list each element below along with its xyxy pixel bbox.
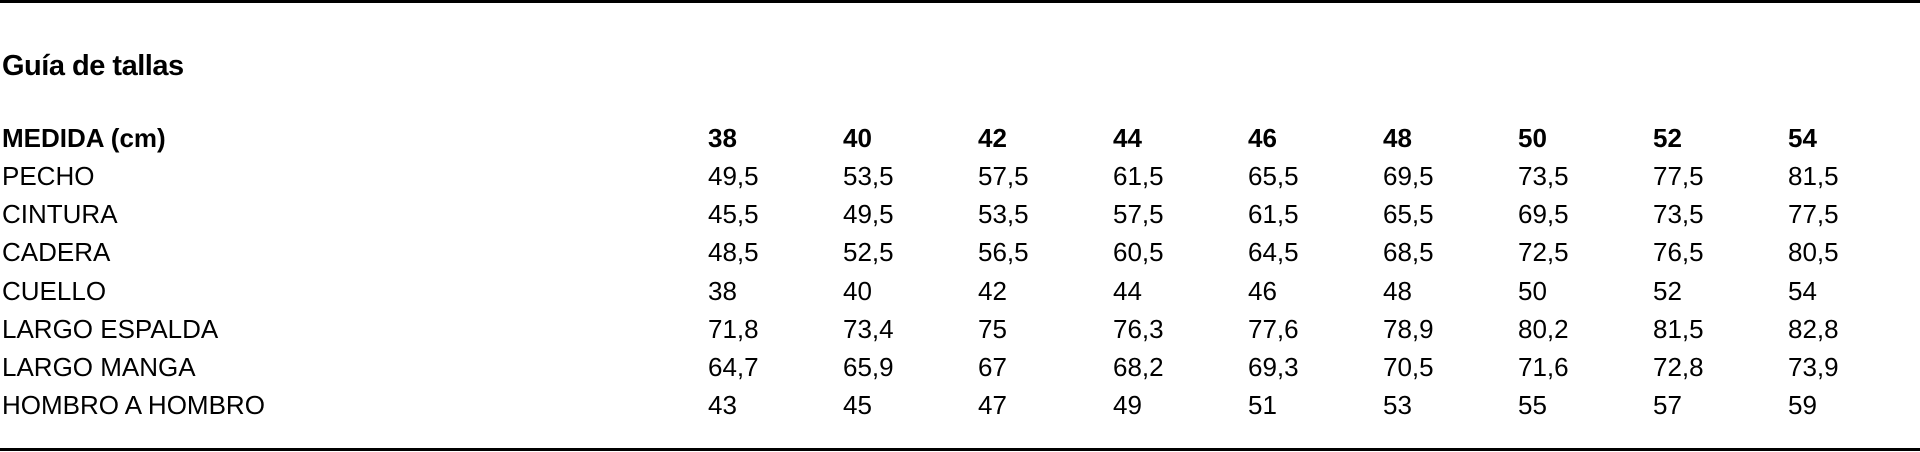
row-value: 57,5 xyxy=(1113,199,1164,230)
row-value: 64,7 xyxy=(708,352,759,382)
row-value: 73,5 xyxy=(1653,199,1704,230)
row-value: 71,8 xyxy=(708,313,759,344)
row-value: 77,5 xyxy=(1788,199,1839,230)
row-value: 48 xyxy=(1383,275,1412,306)
row-value: 60,5 xyxy=(1113,237,1164,268)
row-value: 70,5 xyxy=(1383,352,1434,382)
bottom-divider xyxy=(0,448,1920,451)
row-value: 69,5 xyxy=(1383,161,1434,191)
row-label: HOMBRO A HOMBRO xyxy=(2,390,265,421)
row-value: 68,2 xyxy=(1113,352,1164,382)
row-value: 81,5 xyxy=(1788,161,1839,191)
row-value: 75 xyxy=(978,313,1007,344)
row-value: 49 xyxy=(1113,390,1142,421)
row-value: 40 xyxy=(843,275,872,306)
row-value: 73,4 xyxy=(843,313,894,344)
row-value: 72,8 xyxy=(1653,352,1704,382)
size-header: 38 xyxy=(708,123,737,153)
row-value: 53,5 xyxy=(978,199,1029,230)
size-header: 54 xyxy=(1788,123,1817,153)
row-value: 80,2 xyxy=(1518,313,1569,344)
row-value: 48,5 xyxy=(708,237,759,268)
row-value: 42 xyxy=(978,275,1007,306)
size-header: 40 xyxy=(843,123,872,153)
row-value: 67 xyxy=(978,352,1007,382)
row-value: 64,5 xyxy=(1248,237,1299,268)
row-label: LARGO MANGA xyxy=(2,352,196,382)
row-value: 76,5 xyxy=(1653,237,1704,268)
row-value: 71,6 xyxy=(1518,352,1569,382)
size-header: 42 xyxy=(978,123,1007,153)
row-value: 50 xyxy=(1518,275,1547,306)
row-value: 65,5 xyxy=(1383,199,1434,230)
row-value: 54 xyxy=(1788,275,1817,306)
row-value: 57,5 xyxy=(978,161,1029,191)
row-value: 46 xyxy=(1248,275,1277,306)
row-value: 65,9 xyxy=(843,352,894,382)
table-row: LARGO ESPALDA 71,8 73,4 75 76,3 77,6 78,9 80,2 8… xyxy=(0,314,1920,352)
row-value: 72,5 xyxy=(1518,237,1569,268)
row-value: 53 xyxy=(1383,390,1412,421)
row-value: 76,3 xyxy=(1113,313,1164,344)
page-title: Guía de tallas xyxy=(2,50,184,82)
row-label: CUELLO xyxy=(2,275,107,306)
row-value: 47 xyxy=(978,390,1007,421)
size-header: 48 xyxy=(1383,123,1412,153)
table-row: LARGO MANGA 64,7 65,9 67 68,2 69,3 70,5 71,6 72,… xyxy=(0,352,1920,390)
row-value: 81,5 xyxy=(1653,313,1704,344)
row-value: 80,5 xyxy=(1788,237,1839,268)
header-label: MEDIDA (cm) xyxy=(2,123,166,153)
row-value: 52 xyxy=(1653,275,1682,306)
row-value: 73,5 xyxy=(1518,161,1569,191)
table-row: CINTURA 45,5 49,5 53,5 57,5 61,5 65,5 69,5 73,5 7… xyxy=(0,199,1920,237)
row-value: 43 xyxy=(708,390,737,421)
row-value: 44 xyxy=(1113,275,1142,306)
table-row: CUELLO 38 40 42 44 46 48 50 52 54 xyxy=(0,276,1920,314)
row-value: 61,5 xyxy=(1248,199,1299,230)
row-label: LARGO ESPALDA xyxy=(2,313,219,344)
row-value: 78,9 xyxy=(1383,313,1434,344)
row-value: 45 xyxy=(843,390,872,421)
row-value: 69,3 xyxy=(1248,352,1299,382)
row-value: 51 xyxy=(1248,390,1277,421)
row-value: 49,5 xyxy=(708,161,759,191)
size-header: 50 xyxy=(1518,123,1547,153)
row-value: 61,5 xyxy=(1113,161,1164,191)
row-value: 53,5 xyxy=(843,161,894,191)
size-header: 44 xyxy=(1113,123,1142,153)
size-header: 52 xyxy=(1653,123,1682,153)
row-label: CADERA xyxy=(2,237,111,268)
row-value: 49,5 xyxy=(843,199,894,230)
row-value: 57 xyxy=(1653,390,1682,421)
row-value: 38 xyxy=(708,275,737,306)
row-label: CINTURA xyxy=(2,199,118,230)
row-value: 59 xyxy=(1788,390,1817,421)
row-value: 77,6 xyxy=(1248,313,1299,344)
size-header: 46 xyxy=(1248,123,1277,153)
table-header-row: MEDIDA (cm) 38 40 42 44 46 48 50 52 54 xyxy=(0,123,1920,161)
row-value: 56,5 xyxy=(978,237,1029,268)
table-row: CADERA 48,5 52,5 56,5 60,5 64,5 68,5 72,5 76,5 80… xyxy=(0,237,1920,275)
row-value: 77,5 xyxy=(1653,161,1704,191)
row-value: 82,8 xyxy=(1788,313,1839,344)
row-label: PECHO xyxy=(2,161,95,191)
row-value: 73,9 xyxy=(1788,352,1839,382)
row-value: 68,5 xyxy=(1383,237,1434,268)
row-value: 69,5 xyxy=(1518,199,1569,230)
table-row: PECHO 49,5 53,5 57,5 61,5 65,5 69,5 73,5 77,5 81,… xyxy=(0,161,1920,199)
row-value: 55 xyxy=(1518,390,1547,421)
row-value: 52,5 xyxy=(843,237,894,268)
row-value: 45,5 xyxy=(708,199,759,230)
row-value: 65,5 xyxy=(1248,161,1299,191)
top-divider xyxy=(0,0,1920,3)
table-row: HOMBRO A HOMBRO 43 45 47 49 51 53 55 57 59 xyxy=(0,390,1920,428)
